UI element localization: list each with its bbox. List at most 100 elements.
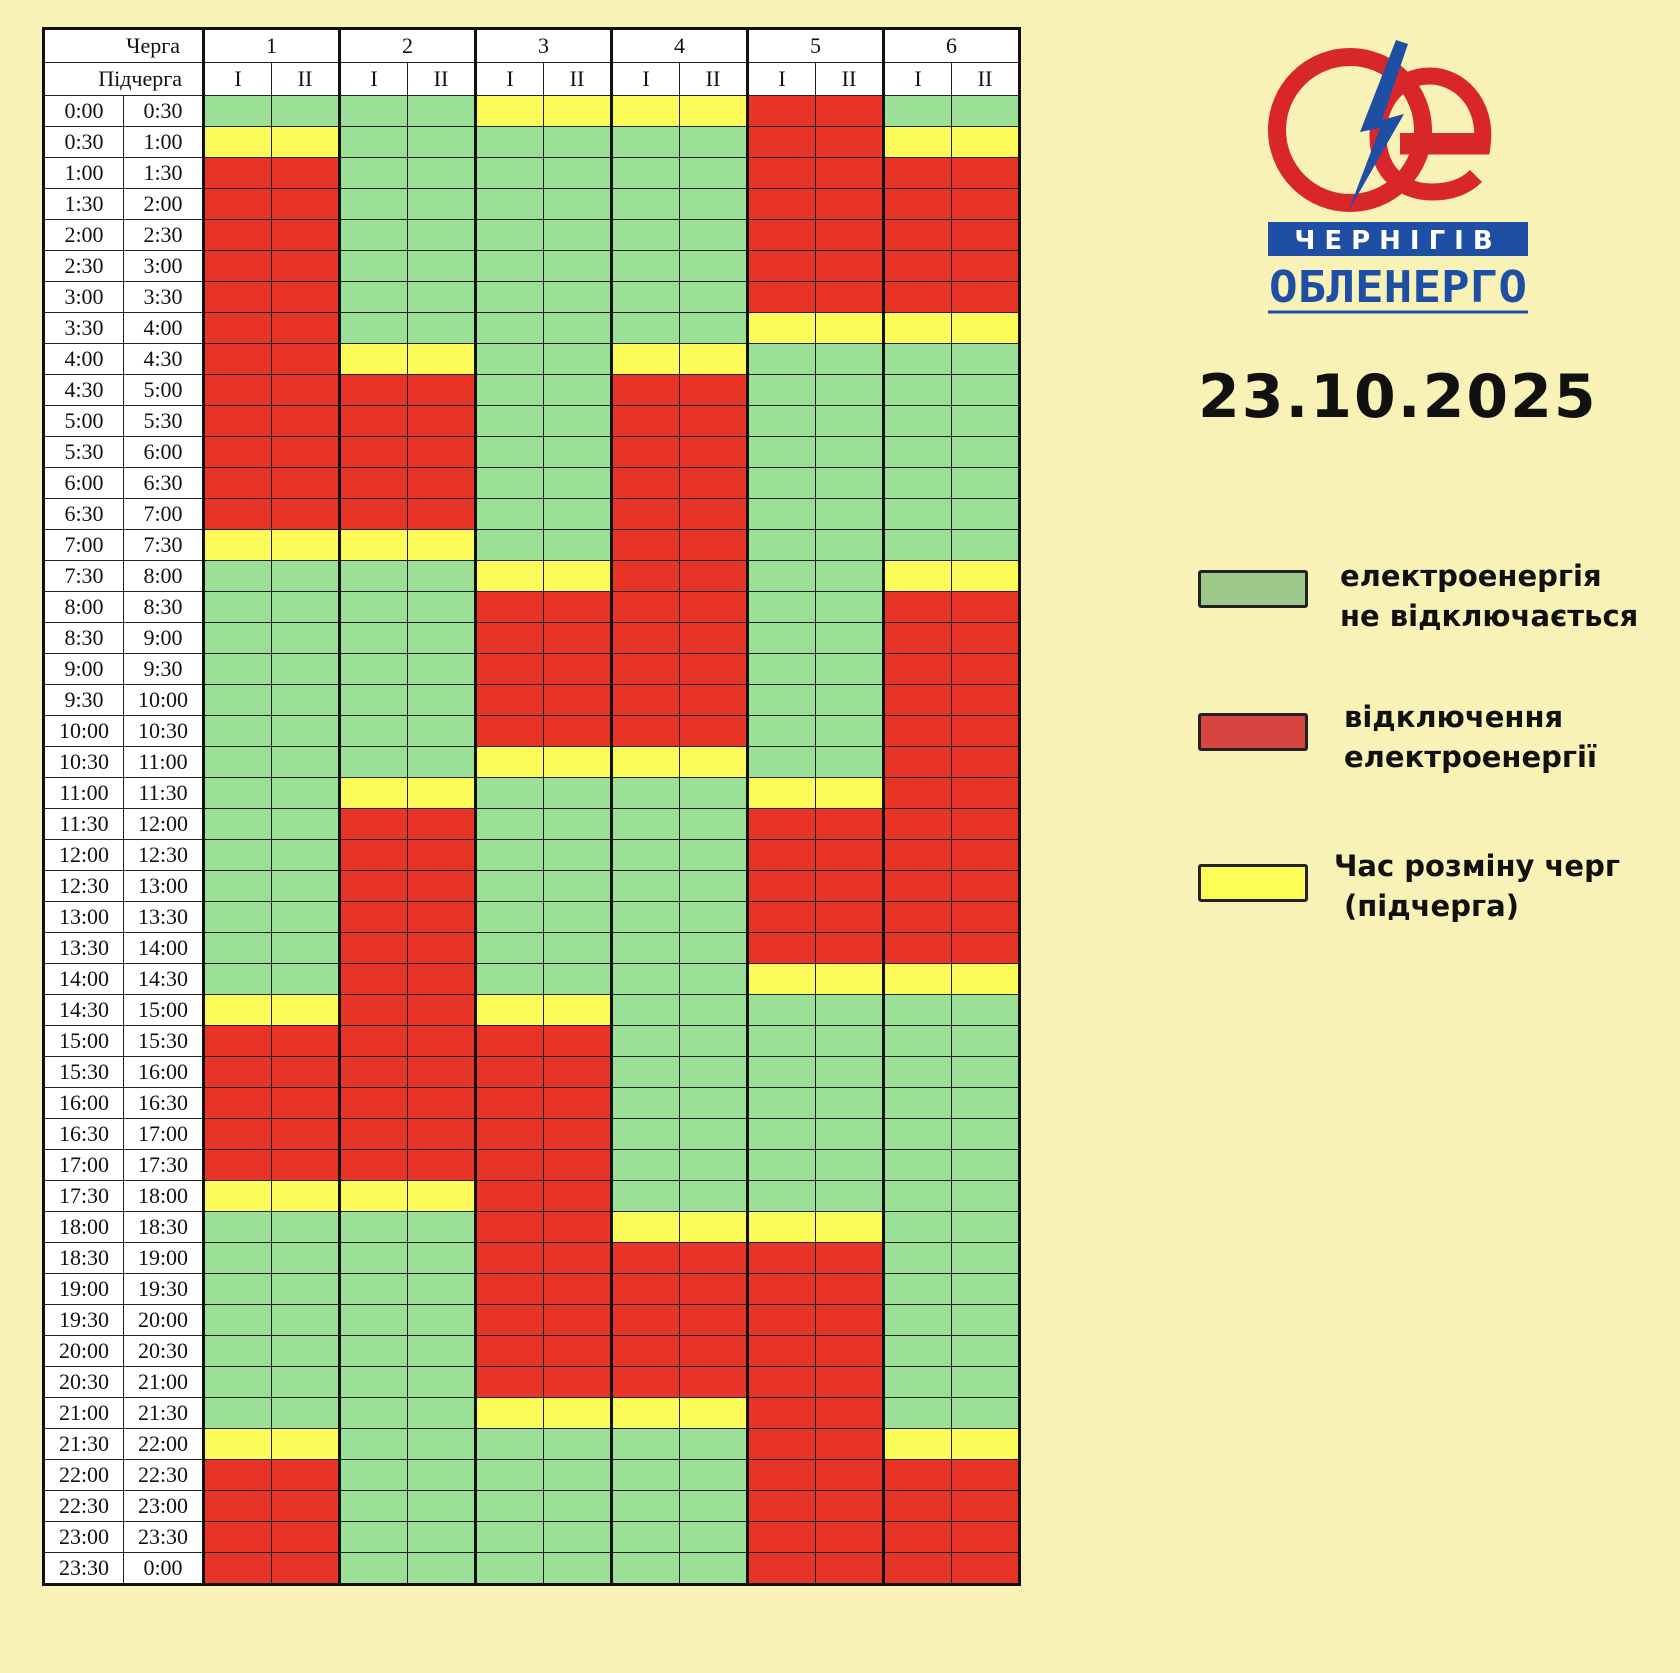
status-cell-q5-2	[815, 1459, 884, 1491]
status-cell-q3-1	[474, 188, 544, 220]
status-cell-q1-2	[271, 653, 340, 685]
time-from: 17:30	[43, 1180, 124, 1212]
status-cell-q1-1	[202, 95, 272, 127]
status-cell-q1-1	[202, 1149, 272, 1181]
status-cell-q3-1	[474, 1304, 544, 1336]
status-cell-q4-1	[610, 560, 680, 592]
schedule-row: 19:00 19:30	[43, 1273, 1020, 1305]
status-cell-q5-1	[746, 1552, 816, 1585]
status-cell-q3-2	[543, 870, 612, 902]
time-to: 11:00	[123, 746, 204, 778]
time-to: 9:30	[123, 653, 204, 685]
status-cell-q6-1	[882, 188, 952, 220]
status-cell-q5-2	[815, 250, 884, 282]
status-cell-q4-2	[679, 157, 748, 189]
status-cell-q2-1	[338, 405, 408, 437]
status-cell-q2-1	[338, 1304, 408, 1336]
status-cell-q6-2	[951, 1180, 1020, 1212]
status-cell-q3-2	[543, 1149, 612, 1181]
time-from: 15:00	[43, 1025, 124, 1057]
schedule-row: 2:00 2:30	[43, 219, 1020, 251]
status-cell-q1-1	[202, 1118, 272, 1150]
time-to: 16:00	[123, 1056, 204, 1088]
status-cell-q5-2	[815, 1335, 884, 1367]
time-to: 2:00	[123, 188, 204, 220]
time-from: 17:00	[43, 1149, 124, 1181]
subqueue-label-6-1: I	[882, 62, 952, 96]
time-to: 15:00	[123, 994, 204, 1026]
status-cell-q5-1	[746, 1273, 816, 1305]
status-cell-q4-2	[679, 1521, 748, 1553]
status-cell-q3-1	[474, 126, 544, 158]
schedule-row: 9:30 10:00	[43, 684, 1020, 716]
status-cell-q5-2	[815, 839, 884, 871]
status-cell-q1-2	[271, 1180, 340, 1212]
status-cell-q1-1	[202, 405, 272, 437]
status-cell-q5-2	[815, 1397, 884, 1429]
status-cell-q6-2	[951, 436, 1020, 468]
status-cell-q2-2	[407, 188, 476, 220]
time-to: 6:30	[123, 467, 204, 499]
status-cell-q6-1	[882, 870, 952, 902]
status-cell-q6-1	[882, 684, 952, 716]
status-cell-q1-2	[271, 1118, 340, 1150]
status-cell-q6-2	[951, 684, 1020, 716]
status-cell-q2-2	[407, 1304, 476, 1336]
time-to: 8:00	[123, 560, 204, 592]
status-cell-q6-2	[951, 1490, 1020, 1522]
subqueue-label-6-2: II	[951, 62, 1020, 96]
status-cell-q5-1	[746, 219, 816, 251]
status-cell-q3-1	[474, 932, 544, 964]
status-cell-q5-2	[815, 95, 884, 127]
status-cell-q6-2	[951, 901, 1020, 933]
status-cell-q1-1	[202, 870, 272, 902]
status-cell-q1-2	[271, 219, 340, 251]
status-cell-q4-2	[679, 1056, 748, 1088]
status-cell-q4-2	[679, 932, 748, 964]
status-cell-q6-2	[951, 498, 1020, 530]
status-cell-q3-1	[474, 1180, 544, 1212]
status-cell-q6-1	[882, 963, 952, 995]
status-cell-q5-2	[815, 1211, 884, 1243]
status-cell-q3-2	[543, 1459, 612, 1491]
status-cell-q2-1	[338, 188, 408, 220]
schedule-row: 22:30 23:00	[43, 1490, 1020, 1522]
status-cell-q6-2	[951, 1552, 1020, 1585]
status-cell-q3-2	[543, 560, 612, 592]
status-cell-q3-1	[474, 653, 544, 685]
status-cell-q1-1	[202, 591, 272, 623]
time-to: 4:00	[123, 312, 204, 344]
status-cell-q5-1	[746, 932, 816, 964]
status-cell-q6-2	[951, 529, 1020, 561]
status-cell-q6-1	[882, 622, 952, 654]
status-cell-q5-2	[815, 1025, 884, 1057]
status-cell-q6-1	[882, 1211, 952, 1243]
status-cell-q6-2	[951, 1149, 1020, 1181]
status-cell-q3-1	[474, 622, 544, 654]
status-cell-q2-1	[338, 901, 408, 933]
status-cell-q4-1	[610, 1149, 680, 1181]
schedule-row: 20:00 20:30	[43, 1335, 1020, 1367]
status-cell-q2-1	[338, 1521, 408, 1553]
status-cell-q3-1	[474, 498, 544, 530]
time-to: 18:30	[123, 1211, 204, 1243]
time-from: 9:00	[43, 653, 124, 685]
status-cell-q5-1	[746, 1087, 816, 1119]
status-cell-q2-2	[407, 405, 476, 437]
status-cell-q6-2	[951, 405, 1020, 437]
status-cell-q2-2	[407, 746, 476, 778]
status-cell-q6-1	[882, 1242, 952, 1274]
status-cell-q6-2	[951, 250, 1020, 282]
status-cell-q1-1	[202, 250, 272, 282]
schedule-row: 15:00 15:30	[43, 1025, 1020, 1057]
status-cell-q3-2	[543, 1397, 612, 1429]
legend-label-switch-time: Час розміну черг (підчерга)	[1334, 849, 1620, 923]
status-cell-q5-1	[746, 994, 816, 1026]
status-cell-q6-1	[882, 312, 952, 344]
status-cell-q5-2	[815, 1180, 884, 1212]
schedule-row: 0:30 1:00	[43, 126, 1020, 158]
status-cell-q6-2	[951, 808, 1020, 840]
status-cell-q1-1	[202, 932, 272, 964]
status-cell-q3-2	[543, 1366, 612, 1398]
status-cell-q2-1	[338, 126, 408, 158]
